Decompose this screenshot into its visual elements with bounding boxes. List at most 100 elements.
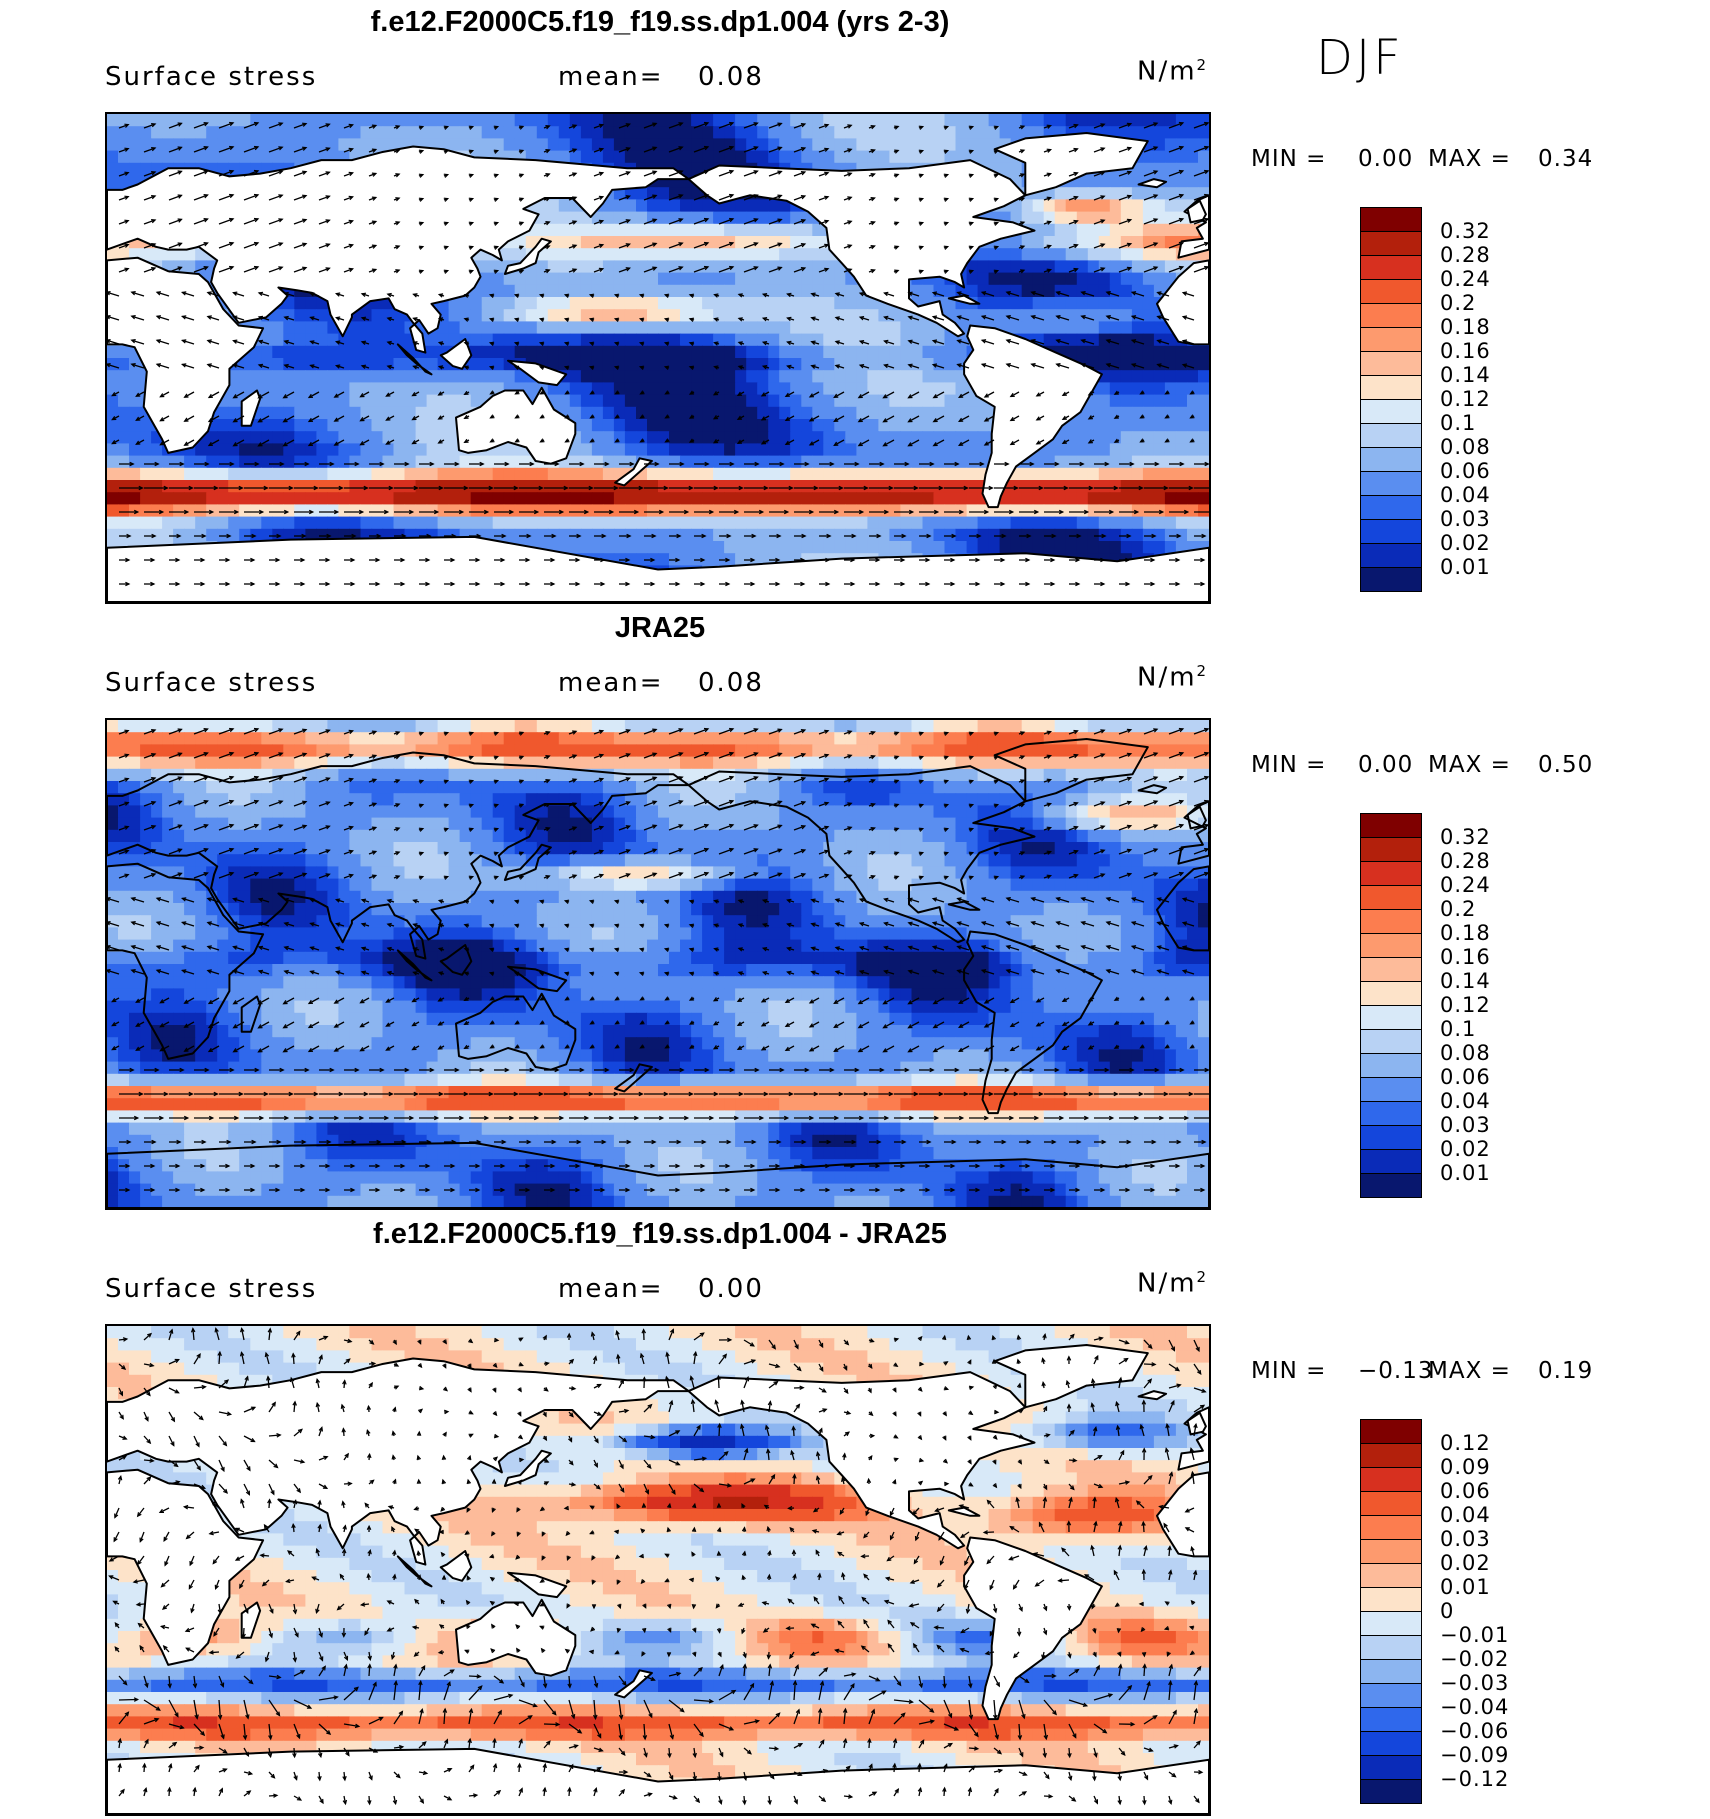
coastline-iceland [1137, 784, 1168, 795]
coastline-new-guinea [507, 359, 568, 387]
units-label: N/m2 [1137, 1268, 1209, 1299]
units-label: N/m2 [1137, 56, 1209, 87]
map-plot [105, 1324, 1211, 1816]
legend-swatch [1360, 471, 1422, 496]
legend-swatch [1360, 1173, 1422, 1198]
coastline-iceland [1137, 1390, 1168, 1401]
coastline-borneo [439, 944, 473, 976]
coastline-new-guinea [507, 1571, 568, 1599]
legend-swatch [1360, 1659, 1422, 1684]
coastline-greenland [993, 132, 1149, 197]
max-label: MAX = [1428, 1358, 1511, 1384]
legend-swatch [1360, 1053, 1422, 1078]
map-field [107, 1326, 1209, 1814]
legend-level-label: 0.24 [1440, 267, 1491, 291]
legend-swatch [1360, 231, 1422, 256]
legend-swatch [1360, 519, 1422, 544]
max-value: 0.19 [1538, 1358, 1594, 1384]
stress-vectors [108, 1327, 1207, 1806]
legend-level-label: 0.04 [1440, 1503, 1491, 1527]
legend-swatch [1360, 327, 1422, 352]
legend-level-label: 0.18 [1440, 921, 1491, 945]
legend-swatch [1360, 1683, 1422, 1708]
legend-swatch [1360, 813, 1422, 838]
legend-level-label: 0.16 [1440, 945, 1491, 969]
legend-level-label: 0.01 [1440, 555, 1491, 579]
coastline-borneo [439, 1550, 473, 1582]
legend-level-label: 0.32 [1440, 219, 1491, 243]
legend-level-label: 0.01 [1440, 1161, 1491, 1185]
legend-swatch [1360, 1125, 1422, 1150]
land-mask [107, 738, 1209, 1208]
legend-level-label: 0.14 [1440, 969, 1491, 993]
legend-swatch [1360, 909, 1422, 934]
coastline-eurasia [107, 145, 690, 354]
coastline-australia [455, 386, 577, 465]
legend-swatch [1360, 447, 1422, 472]
coastline-cuba [947, 1506, 981, 1517]
panel-model: f.e12.F2000C5.f19_f19.ss.dp1.004 (yrs 2-… [0, 0, 1710, 605]
legend-swatch [1360, 207, 1422, 232]
legend-level-label: 0.04 [1440, 483, 1491, 507]
legend-swatch [1360, 399, 1422, 424]
coastline-africa [107, 862, 265, 1060]
legend-level-label: −0.04 [1440, 1695, 1510, 1719]
legend-level-label: 0.1 [1440, 411, 1477, 435]
map-plot [105, 112, 1211, 604]
season-label: DJF [1316, 30, 1404, 86]
variable-label: Surface stress [105, 62, 318, 92]
coastline-new-zealand [614, 1063, 653, 1093]
legend-level-label: 0.04 [1440, 1089, 1491, 1113]
mean-label: mean= [558, 668, 664, 698]
min-label: MIN = [1251, 1358, 1327, 1384]
legend-swatch [1360, 1635, 1422, 1660]
panel-difference: f.e12.F2000C5.f19_f19.ss.dp1.004 - JRA25… [0, 1212, 1710, 1817]
min-label: MIN = [1251, 752, 1327, 778]
coastline-greenland [993, 1344, 1149, 1409]
coastline-eurasia [107, 751, 690, 960]
map-field [107, 720, 1209, 1208]
panel-title: f.e12.F2000C5.f19_f19.ss.dp1.004 (yrs 2-… [370, 6, 950, 38]
legend-level-label: 0.02 [1440, 1137, 1491, 1161]
coastline-south-america [963, 1536, 1103, 1721]
legend-swatch [1360, 957, 1422, 982]
mean-label: mean= [558, 1274, 664, 1304]
legend-level-label: 0.12 [1440, 1431, 1491, 1455]
legend-swatch [1360, 861, 1422, 886]
legend-swatch [1360, 375, 1422, 400]
legend-level-label: −0.06 [1440, 1719, 1510, 1743]
legend-swatch [1360, 1611, 1422, 1636]
coastline-borneo [439, 338, 473, 370]
legend-level-label: 0.01 [1440, 1575, 1491, 1599]
legend-swatch [1360, 567, 1422, 592]
legend-level-label: −0.01 [1440, 1623, 1510, 1647]
coastline-australia [455, 992, 577, 1071]
legend-swatch [1360, 279, 1422, 304]
legend-swatch [1360, 1587, 1422, 1612]
min-label: MIN = [1251, 146, 1327, 172]
legend-swatch [1360, 1707, 1422, 1732]
legend-swatch [1360, 1755, 1422, 1780]
coastline-antarctica [107, 535, 1209, 602]
coastline-antarctica [107, 1747, 1209, 1814]
legend-level-label: 0.08 [1440, 1041, 1491, 1065]
panel-title: f.e12.F2000C5.f19_f19.ss.dp1.004 - JRA25 [373, 1218, 947, 1250]
legend-level-label: 0.08 [1440, 435, 1491, 459]
min-value: 0.00 [1358, 752, 1414, 778]
legend-level-label: 0.1 [1440, 1017, 1477, 1041]
stress-vectors [107, 121, 1209, 587]
coastline-north-america [687, 159, 1036, 338]
legend-level-label: 0.2 [1440, 291, 1477, 315]
coastline-britain [1186, 1411, 1207, 1436]
coastline-north-america [687, 765, 1036, 944]
legend-swatch [1360, 1491, 1422, 1516]
coastline-antarctica [107, 1141, 1209, 1208]
min-value: −0.13 [1358, 1358, 1434, 1384]
mean-value: 0.00 [698, 1274, 764, 1304]
legend-level-label: −0.03 [1440, 1671, 1510, 1695]
legend-swatch [1360, 543, 1422, 568]
stress-field [107, 720, 1209, 1208]
legend-swatch [1360, 1077, 1422, 1102]
coastline-sumatra [396, 949, 433, 982]
legend-level-label: 0.09 [1440, 1455, 1491, 1479]
